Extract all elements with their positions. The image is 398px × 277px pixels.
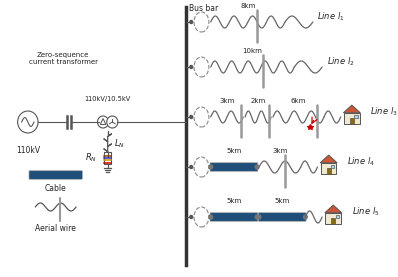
Text: Cable: Cable — [45, 184, 66, 193]
Text: Line $l_4$: Line $l_4$ — [347, 156, 375, 168]
FancyBboxPatch shape — [258, 213, 306, 221]
Circle shape — [190, 165, 193, 168]
Text: 8km: 8km — [240, 3, 256, 9]
Circle shape — [107, 116, 118, 128]
Circle shape — [255, 215, 259, 219]
Text: 3km: 3km — [272, 148, 288, 154]
Text: Zero-sequence
current transformer: Zero-sequence current transformer — [29, 53, 98, 65]
Circle shape — [209, 215, 213, 219]
Bar — [327, 168, 331, 174]
FancyBboxPatch shape — [210, 213, 258, 221]
Polygon shape — [343, 105, 360, 113]
Text: Line $l_1$: Line $l_1$ — [318, 11, 345, 23]
Circle shape — [257, 215, 261, 219]
Bar — [321, 163, 336, 174]
FancyBboxPatch shape — [29, 171, 82, 179]
Text: 110kV: 110kV — [16, 146, 40, 155]
Bar — [344, 113, 360, 124]
Text: 5km: 5km — [226, 148, 242, 154]
Text: 5km: 5km — [226, 198, 242, 204]
Circle shape — [190, 116, 193, 119]
Polygon shape — [325, 205, 342, 213]
Text: $R_N$: $R_N$ — [86, 152, 98, 164]
Text: 110kV/10.5kV: 110kV/10.5kV — [84, 96, 131, 102]
Text: Line $l_2$: Line $l_2$ — [327, 56, 354, 68]
Bar — [331, 165, 334, 168]
Text: 6km: 6km — [291, 98, 306, 104]
Circle shape — [255, 165, 259, 169]
Bar — [331, 218, 335, 224]
Circle shape — [209, 165, 213, 169]
Text: $L_N$: $L_N$ — [114, 138, 125, 150]
Text: Aerial wire: Aerial wire — [35, 224, 76, 233]
Circle shape — [18, 111, 38, 133]
Circle shape — [98, 116, 109, 128]
Bar — [350, 118, 354, 124]
Text: Bus bar: Bus bar — [189, 4, 219, 13]
Circle shape — [190, 20, 193, 24]
FancyBboxPatch shape — [210, 163, 258, 171]
Text: 3km: 3km — [219, 98, 235, 104]
Bar — [355, 115, 358, 118]
Text: 10km: 10km — [242, 48, 262, 54]
Circle shape — [190, 65, 193, 68]
Circle shape — [190, 216, 193, 219]
Text: Line $l_5$: Line $l_5$ — [352, 206, 379, 218]
Polygon shape — [320, 155, 337, 163]
Text: Line $l_3$: Line $l_3$ — [371, 106, 398, 118]
Bar — [336, 215, 339, 218]
Circle shape — [304, 215, 307, 219]
Bar — [326, 213, 341, 224]
Bar — [104, 152, 111, 164]
Text: 5km: 5km — [275, 198, 290, 204]
Text: 2km: 2km — [250, 98, 266, 104]
